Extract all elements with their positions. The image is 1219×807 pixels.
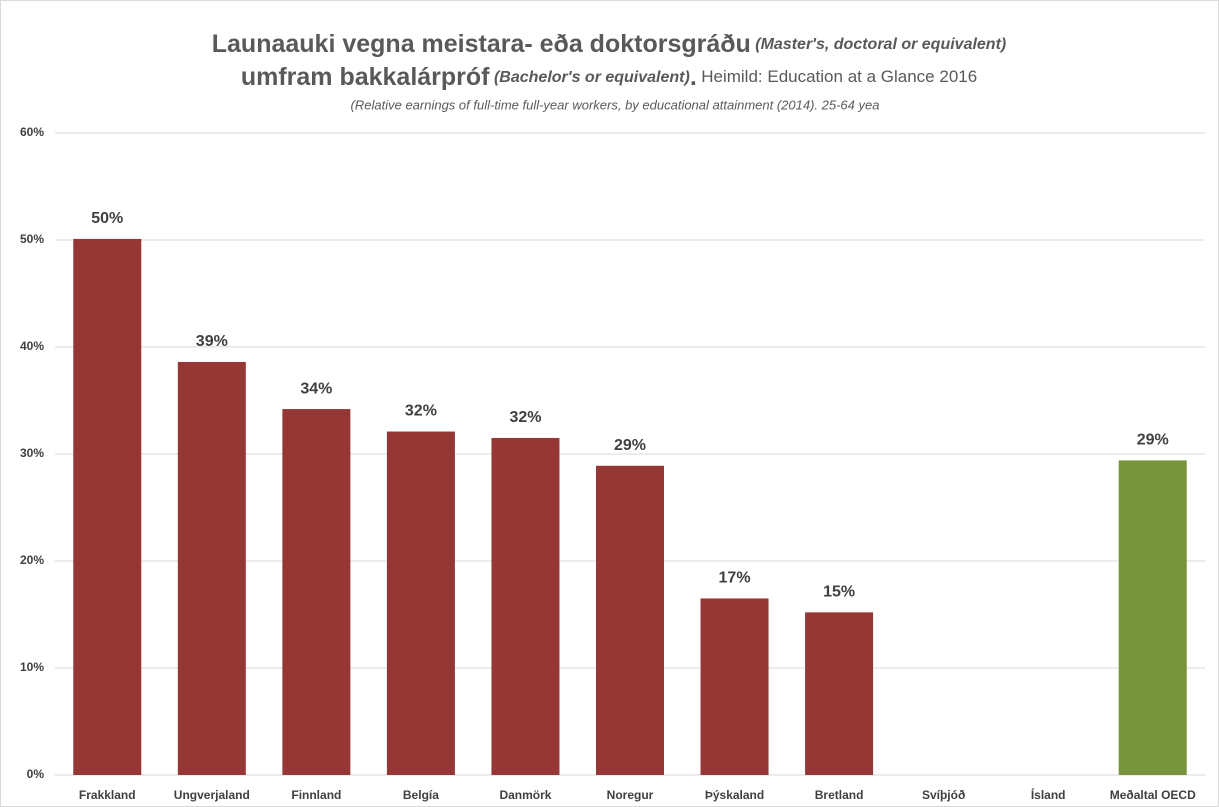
- y-tick-label: 10%: [20, 660, 44, 674]
- data-label: 15%: [823, 584, 855, 601]
- x-tick-label: Svíþjóð: [922, 788, 965, 802]
- x-tick-label: Meðaltal OECD: [1110, 788, 1196, 802]
- title-part: Heimild: Education at a Glance 2016: [701, 67, 977, 86]
- data-label: 32%: [509, 409, 541, 426]
- bar: [73, 238, 142, 775]
- bar: [805, 612, 874, 775]
- x-tick-label: Ungverjaland: [174, 788, 250, 802]
- bar: [386, 431, 455, 775]
- data-label: 29%: [1137, 432, 1169, 449]
- x-tick-label: Belgía: [403, 788, 439, 802]
- x-tick-label: Noregur: [607, 788, 654, 802]
- chart-title: umfram bakkalárpróf (Bachelor's or equiv…: [241, 63, 977, 91]
- title-part: (Bachelor's or equivalent): [494, 69, 690, 86]
- data-label: 29%: [614, 437, 646, 454]
- data-label: 34%: [300, 380, 332, 397]
- bar: [177, 361, 246, 775]
- title-part: .: [690, 63, 697, 91]
- y-tick-label: 40%: [20, 339, 44, 353]
- data-label: 17%: [719, 570, 751, 587]
- y-tick-label: 0%: [27, 767, 45, 781]
- title-part: Launaauki vegna meistara- eða doktorsgrá…: [212, 30, 751, 58]
- chart-subtitle: (Relative earnings of full-time full-yea…: [351, 97, 880, 112]
- x-tick-label: Danmörk: [499, 788, 551, 802]
- chart-title: Launaauki vegna meistara- eða doktorsgrá…: [212, 30, 1006, 58]
- title-part: umfram bakkalárpróf: [241, 63, 490, 91]
- bar: [596, 465, 664, 775]
- x-tick-label: Bretland: [815, 788, 864, 802]
- x-tick-label: Finnland: [291, 788, 341, 802]
- y-tick-label: 50%: [20, 232, 44, 246]
- y-tick-label: 30%: [20, 446, 44, 460]
- x-tick-label: Þýskaland: [705, 788, 764, 802]
- bar: [1118, 460, 1187, 775]
- title-part: (Master's, doctoral or equivalent): [755, 36, 1006, 53]
- bar: [700, 598, 769, 775]
- bar: [282, 409, 351, 775]
- data-label: 50%: [91, 210, 123, 227]
- bar: [491, 437, 560, 775]
- y-tick-label: 60%: [20, 125, 44, 139]
- data-label: 32%: [405, 403, 437, 420]
- y-tick-label: 20%: [20, 553, 44, 567]
- data-label: 39%: [196, 333, 228, 350]
- x-tick-label: Frakkland: [79, 788, 136, 802]
- x-tick-label: Ísland: [1031, 787, 1066, 802]
